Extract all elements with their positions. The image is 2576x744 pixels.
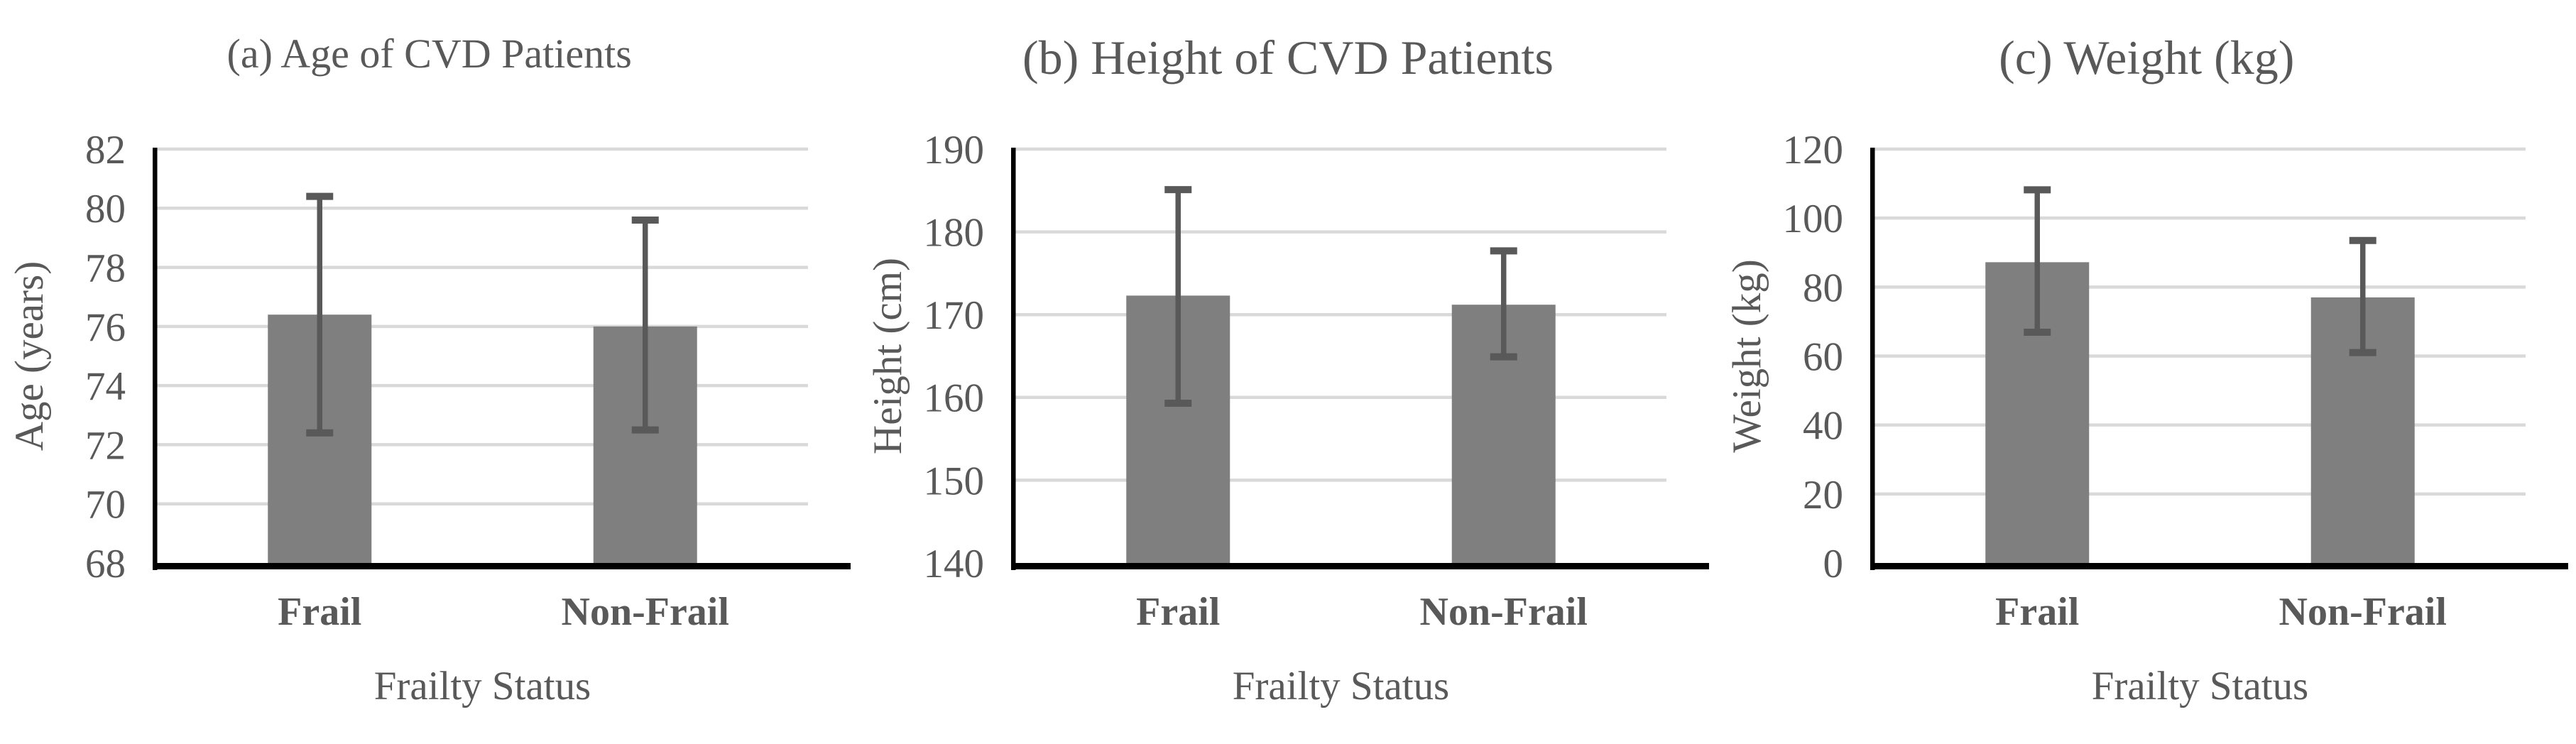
- y-axis-line: [1870, 148, 1875, 570]
- x-tick-label-frail: Frail: [1995, 590, 2079, 634]
- y-axis-title: Height (cm): [866, 258, 910, 454]
- y-tick-label: 82: [85, 128, 126, 173]
- x-axis-line: [1011, 562, 1710, 569]
- y-axis-line: [1011, 148, 1016, 570]
- y-tick-label: 170: [924, 293, 984, 338]
- x-axis-title: Frailty Status: [1233, 664, 1450, 709]
- y-tick-label: 0: [1823, 542, 1843, 586]
- chart-title-c: (c) Weight (kg): [1999, 31, 2295, 84]
- x-tick-label-frail: Frail: [1136, 590, 1220, 634]
- y-tick-label: 140: [924, 542, 984, 586]
- y-tick-label: 72: [85, 423, 126, 468]
- chart-plot-b: 140 150 160 170 180 190 Frail Non-Frail Height (…: [866, 128, 1710, 709]
- x-axis-line: [1870, 562, 2568, 569]
- x-tick-label-non-frail: Non-Frail: [562, 590, 729, 634]
- y-tick-label: 100: [1782, 197, 1843, 241]
- y-axis-title: Weight (kg): [1725, 259, 1769, 452]
- x-axis-title: Frailty Status: [374, 664, 591, 709]
- chart-panel-c: (c) Weight (kg) 0 20 40 60 80 100 120 Frail Non-…: [1718, 0, 2576, 744]
- chart-plot-c: 0 20 40 60 80 100 120 Frail Non-Frail Weight (kg)…: [1725, 128, 2568, 709]
- y-tick-label: 70: [85, 483, 126, 527]
- y-tick-label: 76: [85, 305, 126, 350]
- chart-plot-a: 68 70 72 74 76 78 80 82 Frail Non-Frail Age (years…: [7, 128, 851, 709]
- chart-title-b: (b) Height of CVD Patients: [1022, 31, 1554, 84]
- y-tick-label: 190: [924, 128, 984, 173]
- x-tick-label-non-frail: Non-Frail: [1420, 590, 1588, 634]
- y-tick-label: 40: [1803, 404, 1843, 449]
- chart-panel-a: (a) Age of CVD Patients 68 70 72 74 76 78 80 82…: [0, 0, 858, 744]
- y-tick-label: 78: [85, 246, 126, 291]
- y-tick-label: 80: [1803, 266, 1843, 310]
- y-tick-label: 120: [1782, 128, 1843, 173]
- y-axis-line: [152, 148, 158, 570]
- chart-title-a: (a) Age of CVD Patients: [227, 31, 632, 77]
- y-axis-title: Age (years): [7, 261, 52, 451]
- y-tick-label: 150: [924, 459, 984, 503]
- x-axis-title: Frailty Status: [2091, 664, 2308, 709]
- x-tick-label-frail: Frail: [278, 590, 361, 634]
- y-tick-label: 160: [924, 376, 984, 421]
- y-tick-label: 20: [1803, 473, 1843, 518]
- y-tick-label: 74: [85, 364, 126, 409]
- y-tick-label: 68: [85, 542, 126, 586]
- y-tick-label: 60: [1803, 334, 1843, 379]
- chart-panel-b: (b) Height of CVD Patients 140 150 160 170 1…: [858, 0, 1717, 744]
- x-axis-line: [152, 562, 851, 569]
- x-tick-label-non-frail: Non-Frail: [2278, 590, 2446, 634]
- y-tick-label: 180: [924, 211, 984, 256]
- y-tick-label: 80: [85, 187, 126, 231]
